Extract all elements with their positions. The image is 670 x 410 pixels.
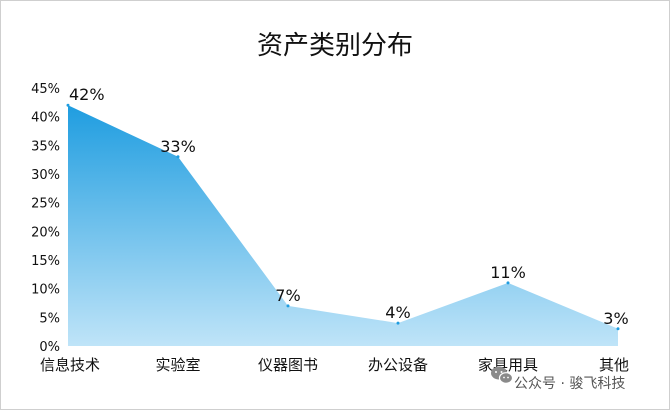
watermark-text: 公众号 · 骏飞科技 bbox=[514, 376, 625, 392]
data-point bbox=[396, 321, 400, 325]
data-label: 4% bbox=[385, 303, 410, 322]
chart-title: 资产类别分布 bbox=[257, 31, 413, 61]
x-tick-label: 家具用具 bbox=[478, 356, 538, 374]
y-tick-label: 35% bbox=[31, 139, 60, 154]
x-tick-label: 仪器图书 bbox=[258, 356, 318, 374]
data-label: 42% bbox=[69, 85, 105, 104]
data-point bbox=[616, 327, 620, 331]
y-tick-label: 10% bbox=[31, 283, 60, 298]
wechat-icon bbox=[491, 366, 514, 384]
y-tick-label: 30% bbox=[31, 168, 60, 183]
x-tick-label: 办公设备 bbox=[368, 356, 428, 374]
y-tick-label: 20% bbox=[31, 225, 60, 240]
x-tick-label: 信息技术 bbox=[40, 356, 100, 374]
y-tick-label: 45% bbox=[31, 82, 60, 97]
data-point bbox=[66, 103, 70, 107]
data-label: 3% bbox=[603, 309, 628, 328]
area-series bbox=[68, 105, 618, 346]
x-axis: 信息技术 实验室 仪器图书 办公设备 家具用具 其他 bbox=[40, 356, 629, 374]
watermark: 公众号 · 骏飞科技 bbox=[491, 366, 625, 392]
y-axis: 0% 5% 10% 15% 20% 25% 30% 35% 40% 45% bbox=[31, 82, 60, 355]
y-tick-label: 40% bbox=[31, 111, 60, 126]
x-tick-label: 实验室 bbox=[155, 356, 200, 374]
data-point bbox=[176, 155, 180, 159]
y-tick-label: 0% bbox=[39, 340, 60, 355]
data-labels: 42% 33% 7% 4% 11% 3% bbox=[66, 85, 629, 331]
y-tick-label: 5% bbox=[39, 311, 60, 326]
data-label: 7% bbox=[275, 286, 300, 305]
y-tick-label: 25% bbox=[31, 197, 60, 212]
data-point bbox=[286, 304, 290, 308]
data-label: 11% bbox=[490, 263, 526, 282]
x-tick-label: 其他 bbox=[599, 356, 629, 374]
data-point bbox=[506, 281, 510, 285]
y-tick-label: 15% bbox=[31, 254, 60, 269]
data-label: 33% bbox=[160, 137, 196, 156]
